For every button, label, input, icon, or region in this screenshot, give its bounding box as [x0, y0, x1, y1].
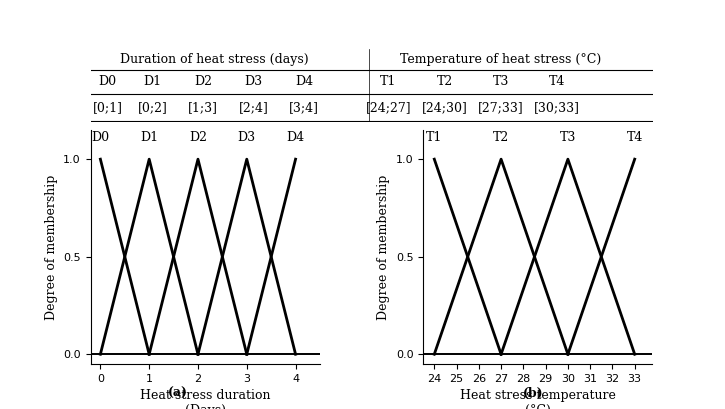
Y-axis label: Degree of membership: Degree of membership	[45, 174, 58, 320]
Text: [24;27]: [24;27]	[365, 101, 411, 114]
Text: (a): (a)	[167, 387, 188, 400]
Text: D4: D4	[295, 76, 313, 88]
Text: T1: T1	[426, 130, 442, 144]
Text: [30;33]: [30;33]	[534, 101, 580, 114]
Text: [2;4]: [2;4]	[239, 101, 268, 114]
Text: (b): (b)	[523, 387, 543, 400]
Text: D1: D1	[144, 76, 162, 88]
Text: T4: T4	[626, 130, 643, 144]
Text: Temperature of heat stress (°C): Temperature of heat stress (°C)	[400, 53, 602, 66]
Text: T2: T2	[436, 76, 452, 88]
Text: D0: D0	[99, 76, 117, 88]
Text: D0: D0	[91, 130, 109, 144]
Text: T3: T3	[492, 76, 509, 88]
Text: T4: T4	[549, 76, 566, 88]
Text: [27;33]: [27;33]	[478, 101, 523, 114]
Y-axis label: Degree of membership: Degree of membership	[377, 174, 390, 320]
Text: Duration of heat stress (days): Duration of heat stress (days)	[120, 53, 309, 66]
Text: D2: D2	[194, 76, 212, 88]
X-axis label: Heat stress duration
(Days): Heat stress duration (Days)	[140, 389, 270, 409]
Text: T2: T2	[493, 130, 509, 144]
Text: D1: D1	[140, 130, 158, 144]
Text: [1;3]: [1;3]	[188, 101, 218, 114]
Text: D4: D4	[286, 130, 304, 144]
X-axis label: Heat stress temperature
(°C): Heat stress temperature (°C)	[460, 389, 616, 409]
Text: D3: D3	[238, 130, 256, 144]
Text: D2: D2	[189, 130, 207, 144]
Text: [24;30]: [24;30]	[422, 101, 468, 114]
Text: T1: T1	[380, 76, 397, 88]
Text: [0;2]: [0;2]	[138, 101, 167, 114]
Text: [0;1]: [0;1]	[93, 101, 123, 114]
Text: [3;4]: [3;4]	[289, 101, 319, 114]
Text: D3: D3	[244, 76, 262, 88]
Text: T3: T3	[560, 130, 576, 144]
